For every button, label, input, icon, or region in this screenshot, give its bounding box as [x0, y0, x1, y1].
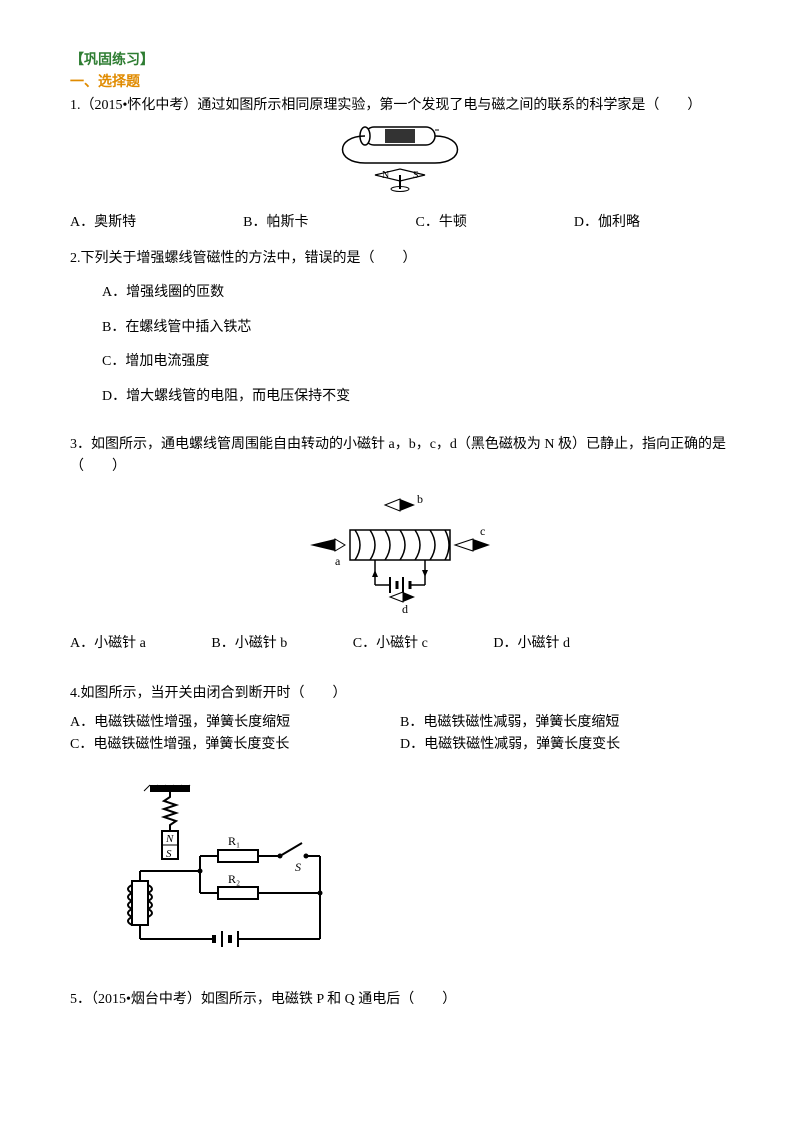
header-title: 【巩固练习】 [70, 50, 730, 72]
fig4-N: N [165, 833, 174, 845]
q2-optC: C．增加电流强度 [102, 351, 730, 373]
fig3-a: a [335, 554, 341, 568]
q3-figure: a b c d [70, 485, 730, 623]
subheader: 一、选择题 [70, 72, 730, 94]
fig1-S: S [413, 170, 419, 181]
fig4-S: S [166, 848, 172, 860]
q3-optC: C．小磁针 c [353, 633, 428, 655]
q3-optB: B．小磁针 b [211, 633, 287, 655]
q1-optB: B．帕斯卡 [243, 212, 308, 234]
q2-stem: 2.下列关于增强螺线管磁性的方法中，错误的是（ ） [70, 248, 730, 270]
fig3-c: c [480, 524, 485, 538]
fig3-d: d [402, 602, 408, 615]
q1-optC: C．牛顿 [416, 212, 467, 234]
q1-optD: D．伽利略 [574, 212, 640, 234]
q2-optD: D．增大螺线管的电阻，而电压保持不变 [102, 386, 730, 408]
fig3-b: b [417, 492, 423, 506]
fig4-S: S [295, 860, 301, 874]
fig4-R2: R₂ [228, 872, 240, 886]
q5-stem: 5．（2015•烟台中考）如图所示，电磁铁 P 和 Q 通电后（ ） [70, 989, 730, 1011]
q4-figure: N S R₁ S [110, 781, 730, 969]
q4-optD: D．电磁铁磁性减弱，弹簧长度变长 [400, 734, 730, 756]
fig4-R1: R₁ [228, 834, 240, 848]
q1-figure: N S [70, 123, 730, 201]
q2-optB: B．在螺线管中插入铁芯 [102, 317, 730, 339]
q3-stem: 3．如图所示，通电螺线管周围能自由转动的小磁针 a，b，c，d（黑色磁极为 N … [70, 434, 730, 479]
q4-optB: B．电磁铁磁性减弱，弹簧长度缩短 [400, 712, 730, 734]
q1-optA: A．奥斯特 [70, 212, 136, 234]
q3-optD: D．小磁针 d [493, 633, 570, 655]
q4-stem: 4.如图所示，当开关由闭合到断开时（ ） [70, 683, 730, 705]
q1-stem: 1.（2015•怀化中考）通过如图所示相同原理实验，第一个发现了电与磁之间的联系… [70, 95, 730, 117]
fig1-N: N [382, 170, 389, 181]
q3-optA: A．小磁针 a [70, 633, 146, 655]
q2-optA: A．增强线圈的匝数 [102, 282, 730, 304]
q4-optA: A．电磁铁磁性增强，弹簧长度缩短 [70, 712, 400, 734]
q4-optC: C．电磁铁磁性增强，弹簧长度变长 [70, 734, 400, 756]
